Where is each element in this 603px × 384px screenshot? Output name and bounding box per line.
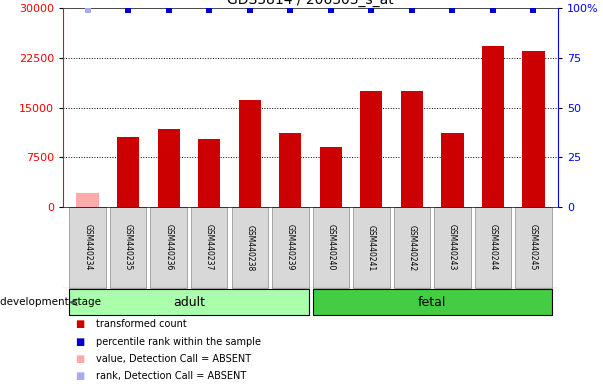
Text: fetal: fetal <box>418 296 446 309</box>
Text: GSM440240: GSM440240 <box>326 225 335 271</box>
Bar <box>515 207 552 288</box>
Text: GSM440241: GSM440241 <box>367 225 376 271</box>
Text: GSM440245: GSM440245 <box>529 225 538 271</box>
Bar <box>522 51 545 207</box>
Bar <box>69 207 106 288</box>
Bar <box>157 129 180 207</box>
Bar <box>475 207 511 288</box>
Bar <box>401 91 423 207</box>
Bar <box>434 207 470 288</box>
Text: GSM440243: GSM440243 <box>448 225 457 271</box>
Bar <box>482 46 504 207</box>
Bar <box>110 207 147 288</box>
Text: ■: ■ <box>75 354 84 364</box>
Bar <box>312 290 552 315</box>
Text: value, Detection Call = ABSENT: value, Detection Call = ABSENT <box>96 354 251 364</box>
Text: ■: ■ <box>75 371 84 381</box>
Bar <box>232 207 268 288</box>
Text: GSM440239: GSM440239 <box>286 225 295 271</box>
Text: GSM440237: GSM440237 <box>205 225 213 271</box>
Bar <box>69 290 309 315</box>
Bar <box>239 99 261 207</box>
Bar <box>312 207 349 288</box>
Text: GSM440235: GSM440235 <box>124 225 133 271</box>
Bar <box>198 139 220 207</box>
Text: adult: adult <box>173 296 205 309</box>
Text: GSM440234: GSM440234 <box>83 225 92 271</box>
Bar <box>441 133 464 207</box>
Bar <box>117 137 139 207</box>
Bar <box>191 207 227 288</box>
Text: GSM440238: GSM440238 <box>245 225 254 271</box>
Text: development stage: development stage <box>0 297 101 308</box>
Text: ■: ■ <box>75 319 84 329</box>
Title: GDS3814 / 206303_s_at: GDS3814 / 206303_s_at <box>227 0 394 7</box>
Text: GSM440236: GSM440236 <box>164 225 173 271</box>
Text: GSM440242: GSM440242 <box>408 225 416 271</box>
Bar <box>77 193 99 207</box>
Text: percentile rank within the sample: percentile rank within the sample <box>96 337 262 347</box>
Text: GSM440244: GSM440244 <box>488 225 497 271</box>
Text: rank, Detection Call = ABSENT: rank, Detection Call = ABSENT <box>96 371 247 381</box>
Bar <box>394 207 430 288</box>
Bar <box>360 91 382 207</box>
Text: ■: ■ <box>75 337 84 347</box>
Bar <box>272 207 309 288</box>
Bar <box>320 147 342 207</box>
Bar <box>151 207 187 288</box>
Bar <box>279 133 302 207</box>
Text: transformed count: transformed count <box>96 319 187 329</box>
Bar <box>353 207 390 288</box>
